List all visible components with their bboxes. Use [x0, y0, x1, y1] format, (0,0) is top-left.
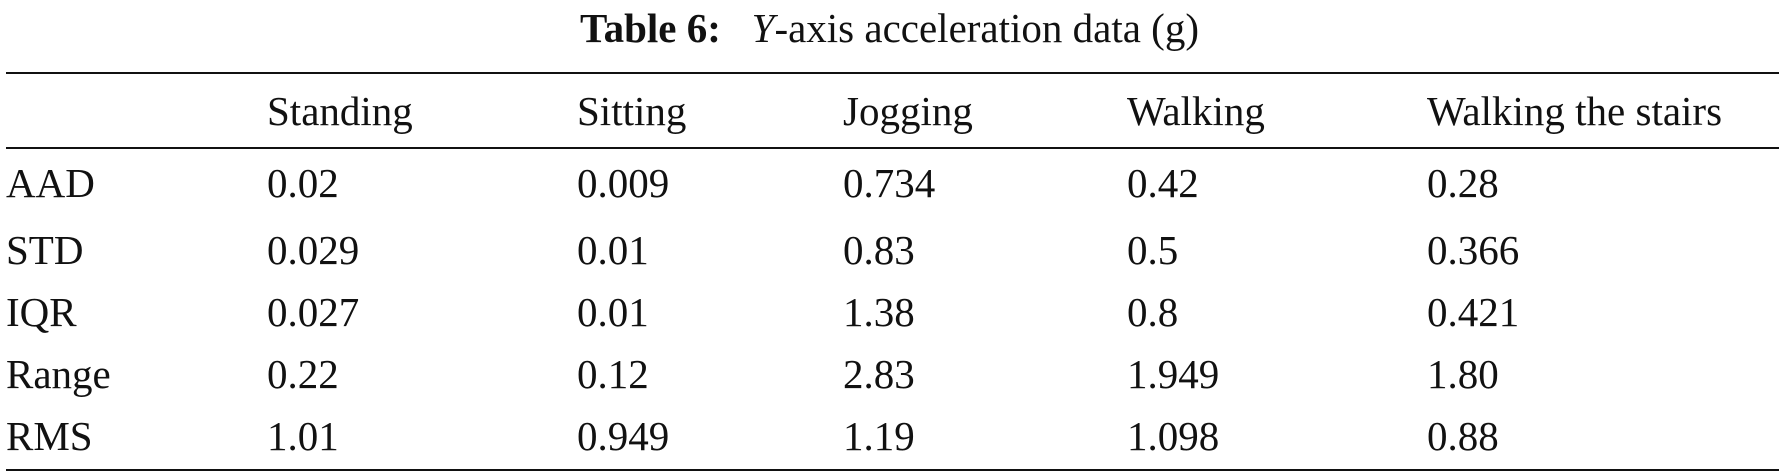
corner-cell [6, 74, 267, 147]
table-row: RMS 1.01 0.949 1.19 1.098 0.88 [6, 405, 1779, 467]
row-label: RMS [6, 413, 93, 459]
column-header: Sitting [577, 87, 687, 134]
column-header: Standing [267, 87, 413, 134]
header-rule [6, 147, 1779, 149]
table-cell: 0.5 [1127, 227, 1179, 273]
table-cell: 0.366 [1427, 227, 1520, 273]
caption-variable: Y [751, 5, 775, 51]
table-cell: 0.009 [577, 160, 670, 206]
column-header: Walking the stairs [1427, 87, 1723, 134]
table-cell: 1.098 [1127, 413, 1220, 459]
table-cell: 0.421 [1427, 289, 1520, 335]
table-cell: 0.01 [577, 227, 649, 273]
header-row: Standing Sitting Jogging Walking Walking… [6, 74, 1779, 147]
table-cell: 1.19 [843, 413, 915, 459]
table-cell: 0.8 [1127, 289, 1179, 335]
table-cell: 1.01 [267, 413, 339, 459]
table-cell: 0.28 [1427, 160, 1499, 206]
table-row: IQR 0.027 0.01 1.38 0.8 0.421 [6, 281, 1779, 343]
column-header: Jogging [843, 87, 973, 134]
table-cell: 0.83 [843, 227, 915, 273]
table-cell: 0.027 [267, 289, 360, 335]
table-cell: 0.949 [577, 413, 670, 459]
row-label: STD [6, 227, 84, 273]
table-cell: 1.80 [1427, 351, 1499, 397]
column-header: Walking [1127, 87, 1265, 134]
row-label: AAD [6, 160, 95, 206]
table-cell: 0.12 [577, 351, 649, 397]
table-cell: 0.42 [1127, 160, 1199, 206]
data-table: Standing Sitting Jogging Walking Walking… [6, 74, 1779, 467]
table-cell: 2.83 [843, 351, 915, 397]
table-cell: 0.88 [1427, 413, 1499, 459]
table-cell: 0.01 [577, 289, 649, 335]
row-label: IQR [6, 289, 77, 335]
row-label: Range [6, 351, 111, 397]
table-cell: 1.949 [1127, 351, 1220, 397]
caption-text: -axis acceleration data (g) [774, 5, 1199, 51]
bottom-rule [6, 469, 1779, 471]
top-rule [6, 72, 1779, 74]
table-cell: 0.02 [267, 160, 339, 206]
table-cell: 0.22 [267, 351, 339, 397]
table-cell: 0.734 [843, 160, 936, 206]
table-cell: 0.029 [267, 227, 360, 273]
table-row: STD 0.029 0.01 0.83 0.5 0.366 [6, 219, 1779, 281]
table-caption: Table 6: Y-axis acceleration data (g) [0, 2, 1779, 54]
table-row: AAD 0.02 0.009 0.734 0.42 0.28 [6, 147, 1779, 219]
table-row: Range 0.22 0.12 2.83 1.949 1.80 [6, 343, 1779, 405]
caption-label: Table 6: [579, 5, 721, 51]
table-cell: 1.38 [843, 289, 915, 335]
